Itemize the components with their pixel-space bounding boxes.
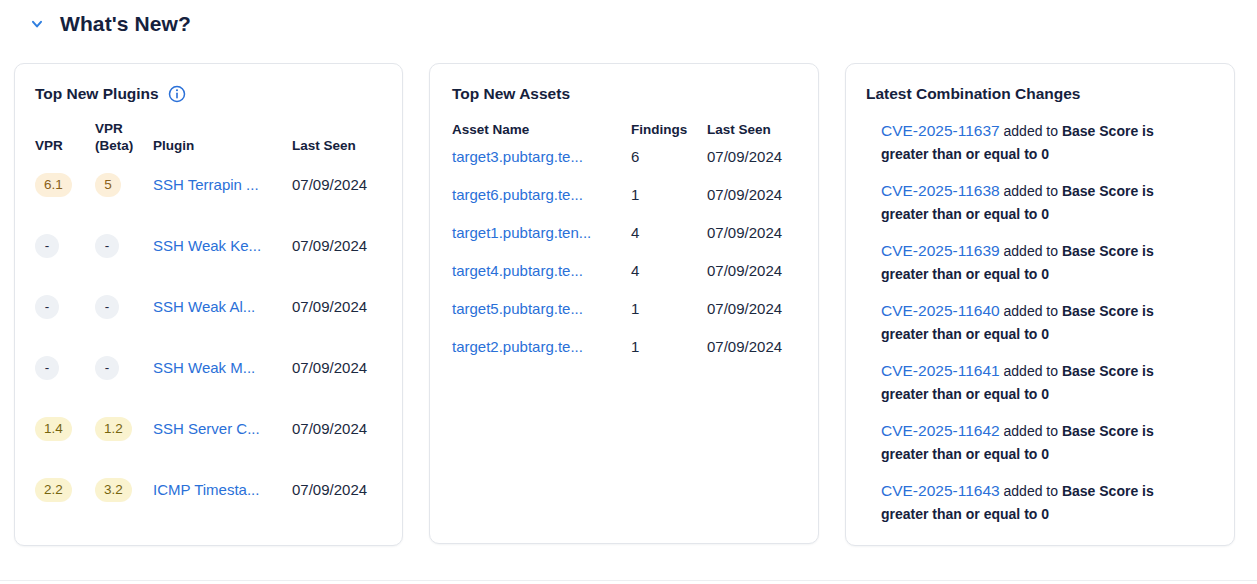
col-header-asset-name: Asset Name [452, 122, 631, 137]
combination-changes-list: CVE-2025-11637 added to Base Score is gr… [881, 119, 1214, 526]
plugin-link[interactable]: SSH Server C... [153, 420, 260, 437]
plugin-table-row: 2.2 3.2 ICMP Timesta... 07/09/2024 [35, 459, 382, 520]
action-text: added to [1004, 423, 1059, 439]
latest-combination-changes-card: Latest Combination Changes CVE-2025-1163… [845, 63, 1235, 546]
last-seen-date: 07/09/2024 [292, 237, 382, 254]
page-title: What's New? [60, 12, 191, 36]
col-header-vpr: VPR [35, 137, 95, 154]
action-text: added to [1004, 483, 1059, 499]
action-text: added to [1004, 363, 1059, 379]
last-seen-date: 07/09/2024 [707, 224, 796, 241]
asset-table-row: target3.pubtarg.te... 6 07/09/2024 [452, 137, 796, 175]
combination-change-item: CVE-2025-11637 added to Base Score is gr… [881, 119, 1181, 166]
plugin-link[interactable]: SSH Weak Al... [153, 298, 255, 315]
cve-link[interactable]: CVE-2025-11643 [881, 482, 1000, 499]
findings-count: 4 [631, 262, 707, 279]
last-seen-date: 07/09/2024 [707, 186, 796, 203]
vpr-score-badge: 6.1 [35, 173, 72, 197]
findings-count: 1 [631, 300, 707, 317]
cve-link[interactable]: CVE-2025-11641 [881, 362, 1000, 379]
collapse-chevron-icon[interactable] [30, 17, 44, 31]
findings-count: 4 [631, 224, 707, 241]
top-new-plugins-card: Top New Plugins VPR VPR (Beta) Plugin La… [14, 63, 403, 546]
plugins-table-header: VPR VPR (Beta) Plugin Last Seen [35, 120, 382, 154]
col-header-findings: Findings [631, 122, 707, 137]
vpr-beta-score-badge: 3.2 [95, 478, 132, 502]
assets-card-title: Top New Assets [452, 85, 570, 103]
findings-count: 6 [631, 148, 707, 165]
assets-table-header: Asset Name Findings Last Seen [452, 122, 796, 137]
last-seen-date: 07/09/2024 [292, 359, 382, 376]
plugin-link[interactable]: SSH Weak M... [153, 359, 255, 376]
plugin-table-row: - - SSH Weak Al... 07/09/2024 [35, 276, 382, 337]
assets-table: Asset Name Findings Last Seen target3.pu… [452, 122, 796, 365]
whats-new-header: What's New? [0, 0, 1257, 36]
last-seen-date: 07/09/2024 [292, 176, 382, 193]
plugin-table-row: 6.1 5 SSH Terrapin ... 07/09/2024 [35, 154, 382, 215]
plugin-table-row: - - SSH Weak M... 07/09/2024 [35, 337, 382, 398]
action-text: added to [1004, 303, 1059, 319]
cve-link[interactable]: CVE-2025-11637 [881, 122, 1000, 139]
last-seen-date: 07/09/2024 [292, 298, 382, 315]
action-text: added to [1004, 183, 1059, 199]
action-text: added to [1004, 123, 1059, 139]
last-seen-date: 07/09/2024 [707, 262, 796, 279]
info-circle-icon[interactable] [168, 85, 186, 103]
cards-row: Top New Plugins VPR VPR (Beta) Plugin La… [0, 63, 1257, 546]
combination-change-item: CVE-2025-11642 added to Base Score is gr… [881, 419, 1181, 466]
vpr-beta-score-badge: - [95, 234, 119, 258]
col-header-last-seen: Last Seen [292, 137, 382, 154]
vpr-score-badge: - [35, 295, 59, 319]
action-text: added to [1004, 243, 1059, 259]
col-header-last-seen: Last Seen [707, 122, 796, 137]
last-seen-date: 07/09/2024 [707, 300, 796, 317]
vpr-beta-score-badge: - [95, 295, 119, 319]
vpr-beta-score-badge: 1.2 [95, 417, 132, 441]
asset-link[interactable]: target4.pubtarg.te... [452, 262, 631, 279]
cve-link[interactable]: CVE-2025-11642 [881, 422, 1000, 439]
findings-count: 1 [631, 186, 707, 203]
plugin-link[interactable]: ICMP Timesta... [153, 481, 259, 498]
col-header-plugin: Plugin [153, 137, 292, 154]
vpr-score-badge: 1.4 [35, 417, 72, 441]
section-divider [0, 580, 1257, 581]
vpr-score-badge: - [35, 356, 59, 380]
asset-table-row: target2.pubtarg.te... 1 07/09/2024 [452, 327, 796, 365]
plugin-table-row: - - SSH Weak Ke... 07/09/2024 [35, 215, 382, 276]
last-seen-date: 07/09/2024 [292, 481, 382, 498]
asset-table-row: target4.pubtarg.te... 4 07/09/2024 [452, 251, 796, 289]
vpr-beta-score-badge: 5 [95, 173, 121, 197]
plugins-table: VPR VPR (Beta) Plugin Last Seen 6.1 5 SS… [35, 120, 382, 520]
last-seen-date: 07/09/2024 [707, 338, 796, 355]
findings-count: 1 [631, 338, 707, 355]
cve-link[interactable]: CVE-2025-11638 [881, 182, 1000, 199]
asset-table-row: target1.pubtarg.ten... 4 07/09/2024 [452, 213, 796, 251]
combination-change-item: CVE-2025-11639 added to Base Score is gr… [881, 239, 1181, 286]
asset-link[interactable]: target3.pubtarg.te... [452, 148, 631, 165]
last-seen-date: 07/09/2024 [707, 148, 796, 165]
vpr-beta-score-badge: - [95, 356, 119, 380]
plugin-table-row: 1.4 1.2 SSH Server C... 07/09/2024 [35, 398, 382, 459]
asset-link[interactable]: target5.pubtarg.te... [452, 300, 631, 317]
cve-link[interactable]: CVE-2025-11639 [881, 242, 1000, 259]
plugins-card-title: Top New Plugins [35, 85, 159, 103]
last-seen-date: 07/09/2024 [292, 420, 382, 437]
vpr-score-badge: 2.2 [35, 478, 72, 502]
asset-table-row: target5.pubtarg.te... 1 07/09/2024 [452, 289, 796, 327]
asset-link[interactable]: target6.pubtarg.te... [452, 186, 631, 203]
col-header-vpr-beta: VPR (Beta) [95, 120, 153, 154]
combinations-card-title: Latest Combination Changes [866, 85, 1080, 103]
asset-link[interactable]: target1.pubtarg.ten... [452, 224, 631, 241]
cve-link[interactable]: CVE-2025-11640 [881, 302, 1000, 319]
combination-change-item: CVE-2025-11640 added to Base Score is gr… [881, 299, 1181, 346]
combination-change-item: CVE-2025-11643 added to Base Score is gr… [881, 479, 1181, 526]
top-new-assets-card: Top New Assets Asset Name Findings Last … [429, 63, 819, 544]
asset-link[interactable]: target2.pubtarg.te... [452, 338, 631, 355]
combination-change-item: CVE-2025-11638 added to Base Score is gr… [881, 179, 1181, 226]
asset-table-row: target6.pubtarg.te... 1 07/09/2024 [452, 175, 796, 213]
combination-change-item: CVE-2025-11641 added to Base Score is gr… [881, 359, 1181, 406]
plugin-link[interactable]: SSH Terrapin ... [153, 176, 259, 193]
plugin-link[interactable]: SSH Weak Ke... [153, 237, 261, 254]
vpr-score-badge: - [35, 234, 59, 258]
